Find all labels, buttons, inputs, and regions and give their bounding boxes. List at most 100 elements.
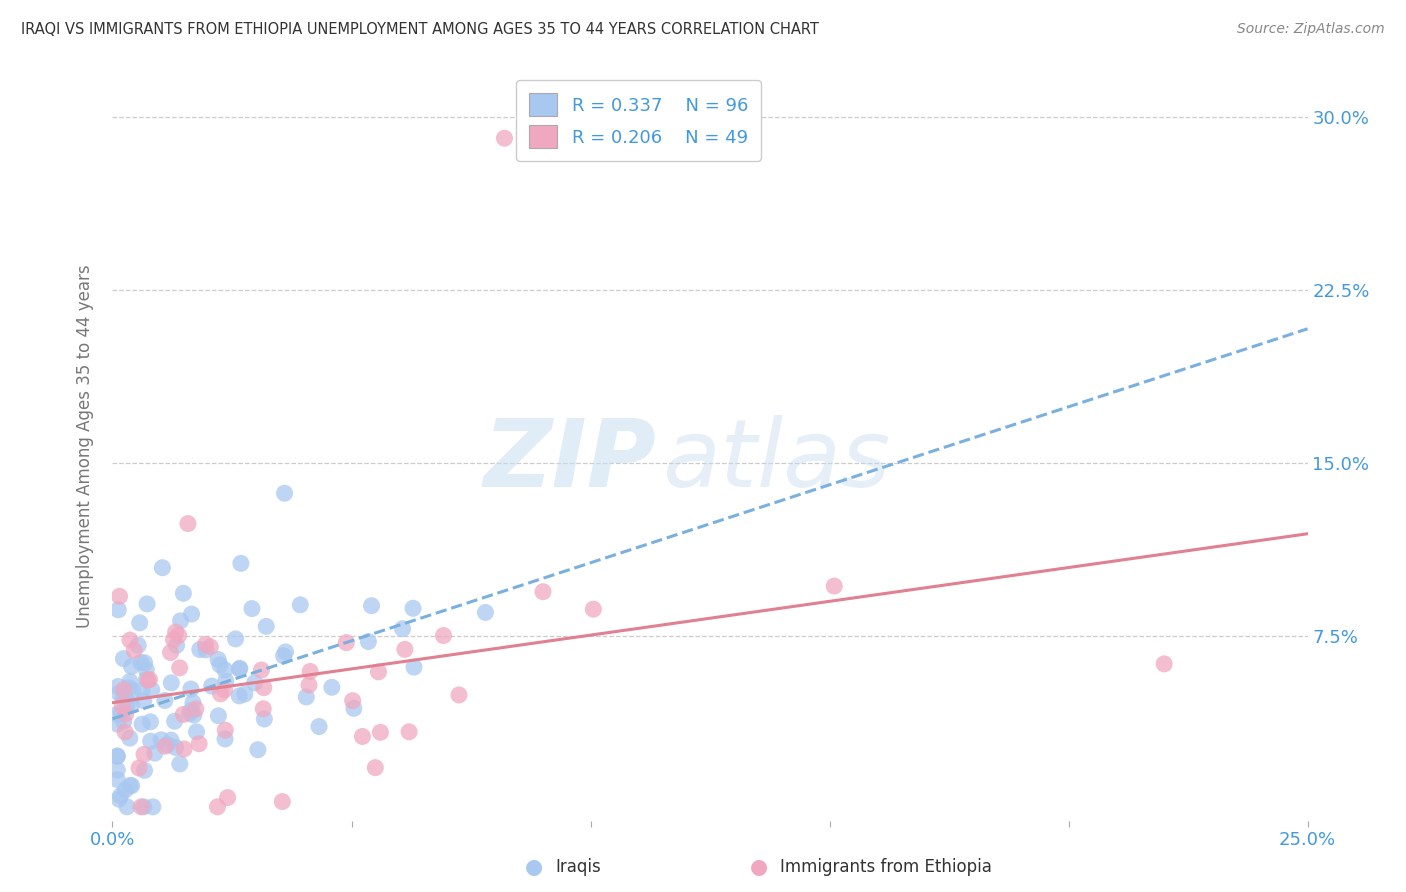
Point [112,682,135,697]
Point [402,601,425,615]
Point [134,656,156,670]
Point [156,738,179,752]
Point [228,689,250,703]
Point [105,707,128,722]
Point [128,761,150,775]
Point [250,663,273,677]
Point [179,706,201,721]
Point [188,737,211,751]
Legend: R = 0.337    N = 96, R = 0.206    N = 49: R = 0.337 N = 96, R = 0.206 N = 49 [516,80,761,161]
Point [298,678,321,692]
Point [172,707,194,722]
Point [105,749,128,764]
Point [229,557,252,571]
Point [118,674,141,689]
Point [180,607,202,621]
Text: ●: ● [751,857,768,877]
Point [271,795,294,809]
Point [180,704,202,718]
Point [134,764,156,778]
Point [160,733,183,747]
Point [228,662,250,676]
Point [120,698,142,713]
Point [295,690,318,704]
Point [274,645,297,659]
Point [108,590,131,604]
Point [208,657,231,672]
Point [105,748,128,763]
Point [165,740,187,755]
Point [129,799,152,814]
Point [111,698,134,713]
Point [114,691,136,706]
Point [114,707,136,722]
Point [214,682,236,697]
Point [214,731,236,746]
Point [308,719,330,733]
Point [150,732,173,747]
Text: IRAQI VS IMMIGRANTS FROM ETHIOPIA UNEMPLOYMENT AMONG AGES 35 TO 44 YEARS CORRELA: IRAQI VS IMMIGRANTS FROM ETHIOPIA UNEMPL… [21,22,818,37]
Point [273,486,295,500]
Point [200,640,222,654]
Point [494,131,516,145]
Point [160,676,183,690]
Point [432,628,454,642]
Point [531,584,554,599]
Point [110,789,132,803]
Point [253,681,276,695]
Point [110,706,132,720]
Point [207,708,229,723]
Text: ZIP: ZIP [484,415,657,507]
Point [105,772,128,787]
Point [139,714,162,729]
Point [367,665,389,679]
Point [215,674,238,689]
Point [169,661,191,675]
Point [582,602,605,616]
Y-axis label: Unemployment Among Ages 35 to 44 years: Unemployment Among Ages 35 to 44 years [76,264,94,628]
Point [209,687,232,701]
Point [194,637,217,651]
Point [447,688,470,702]
Point [153,739,176,754]
Point [128,615,150,630]
Point [118,731,141,745]
Point [138,673,160,687]
Point [225,632,247,646]
Point [252,702,274,716]
Point [229,661,252,675]
Point [169,756,191,771]
Point [352,730,374,744]
Point [246,742,269,756]
Point [214,723,236,738]
Point [139,734,162,748]
Point [394,642,416,657]
Point [165,625,187,640]
Point [343,701,366,715]
Point [107,717,129,731]
Point [121,779,143,793]
Point [183,708,205,723]
Point [364,761,387,775]
Point [240,601,263,615]
Point [290,598,312,612]
Point [207,799,229,814]
Point [186,724,208,739]
Point [342,694,364,708]
Point [233,687,256,701]
Point [370,725,392,739]
Text: atlas: atlas [662,416,890,507]
Point [217,790,239,805]
Point [299,665,322,679]
Point [273,648,295,663]
Point [108,792,131,806]
Point [181,696,204,710]
Point [173,742,195,756]
Point [117,681,139,695]
Point [135,663,157,677]
Point [136,673,159,688]
Point [169,614,191,628]
Point [132,694,155,708]
Point [357,634,380,648]
Point [153,693,176,707]
